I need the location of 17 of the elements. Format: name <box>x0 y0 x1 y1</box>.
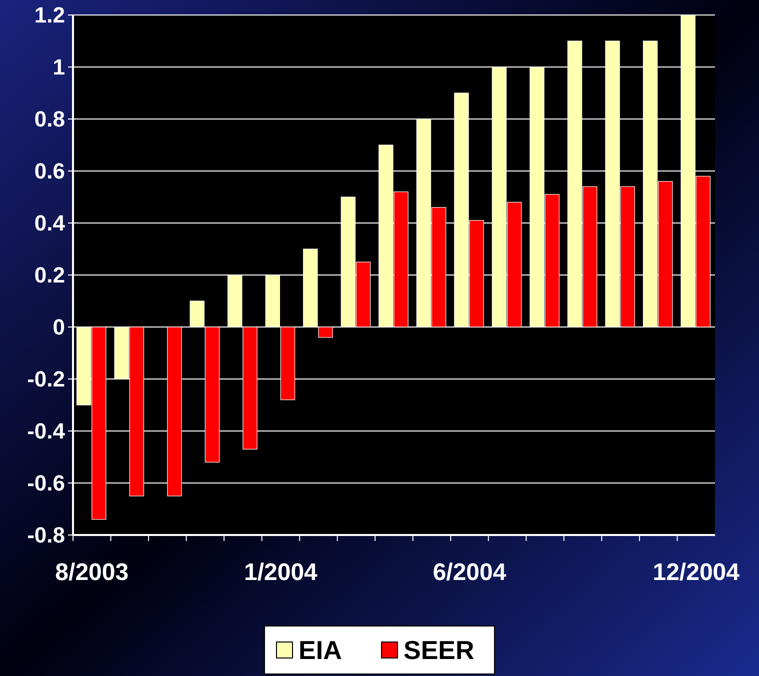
y-tick-label: -0.2 <box>27 366 65 392</box>
y-tick-label: 0.8 <box>34 106 65 132</box>
y-tick-label: 0 <box>52 314 65 340</box>
y-tick-label: -0.8 <box>27 522 65 548</box>
y-tick-label: 1 <box>52 54 65 80</box>
x-tick-label: 8/2003 <box>55 559 129 586</box>
y-tick-label: -0.4 <box>27 418 66 444</box>
x-tick-label: 1/2004 <box>244 559 318 586</box>
legend-label: EIA <box>298 635 342 665</box>
y-tick-label: 1.2 <box>34 2 65 28</box>
y-tick-label: -0.6 <box>27 470 65 496</box>
y-tick-label: 0.4 <box>34 210 66 236</box>
x-tick-label: 12/2004 <box>652 559 740 586</box>
y-tick-label: 0.6 <box>34 158 65 184</box>
x-tick-label: 6/2004 <box>432 559 507 586</box>
y-tick-label: 0.2 <box>34 262 65 288</box>
legend-label: SEER <box>404 635 475 665</box>
